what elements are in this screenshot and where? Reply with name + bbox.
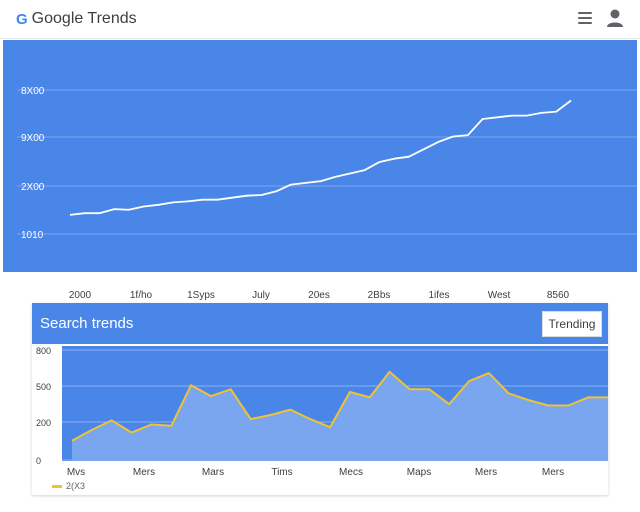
- legend-label: 2(X3: [66, 481, 86, 491]
- chart-legend[interactable]: 2(X3: [52, 481, 85, 491]
- trend-x-tick-label: Mars: [202, 467, 224, 478]
- trend-y-tick-label: 800: [36, 346, 51, 356]
- hero-y-tick-label: 2X00: [21, 182, 45, 193]
- hero-y-tick-label: 9X00: [21, 133, 45, 144]
- trend-x-tick-label: Maps: [407, 467, 431, 478]
- search-trends-card: Search trends Trending 800 500 200 0 Mvs Mers…: [32, 303, 608, 495]
- trending-button[interactable]: Trending: [542, 311, 602, 337]
- hero-y-tick-label: 1010: [21, 230, 44, 241]
- search-trends-chart: 800 500 200 0 Mvs Mers Mars Tims Mecs Maps Mers Mer…: [36, 346, 608, 478]
- hero-x-tick-label: West: [488, 290, 511, 301]
- app-header: G Google Trends: [0, 0, 640, 39]
- trend-x-tick-label: Mers: [542, 467, 564, 478]
- trend-x-tick-label: Mers: [475, 467, 497, 478]
- trend-y-tick-label: 0: [36, 456, 41, 466]
- search-trends-header: Search trends Trending: [32, 303, 608, 344]
- trend-x-tick-label: Mvs: [67, 467, 85, 478]
- hero-x-axis-labels: 2000 1f/ho 1Syps July 20es 2Bbs 1ifes West 8560: [61, 290, 570, 311]
- hero-x-tick-label: 1Syps: [187, 290, 215, 301]
- hero-trend-chart: 8X00 9X00 2X00 1010 2000 1f/ho 1Syps July 20es 2…: [3, 40, 637, 311]
- account-icon[interactable]: [606, 8, 624, 28]
- google-trends-logo[interactable]: G Google Trends: [16, 9, 137, 29]
- legend-swatch: [52, 484, 62, 488]
- hamburger-menu-icon[interactable]: [578, 11, 592, 25]
- hero-x-tick-label: 2Bbs: [368, 290, 391, 301]
- hero-x-tick-label: 20es: [308, 290, 330, 301]
- hero-trend-line: [69, 99, 572, 216]
- google-g-icon: G: [16, 10, 28, 28]
- hero-x-tick-label: 8560: [547, 290, 570, 301]
- hero-y-tick-label: 8X00: [21, 86, 45, 97]
- hero-x-tick-label: 1ifes: [428, 290, 449, 301]
- hero-x-tick-label: 2000: [69, 290, 92, 301]
- trend-x-tick-label: Mecs: [339, 467, 363, 478]
- trend-y-tick-label: 200: [36, 418, 51, 428]
- trend-x-tick-label: Tims: [271, 467, 292, 478]
- trend-y-tick-label: 500: [36, 382, 51, 392]
- hero-x-tick-label: 1f/ho: [130, 290, 153, 301]
- app-title: Google Trends: [31, 10, 137, 27]
- hero-x-tick-label: July: [252, 290, 270, 301]
- trend-series-line: [71, 370, 608, 442]
- search-trends-title: Search trends: [40, 315, 134, 332]
- trend-x-tick-label: Mers: [133, 467, 155, 478]
- hero-chart-canvas: 8X00 9X00 2X00 1010: [17, 86, 637, 241]
